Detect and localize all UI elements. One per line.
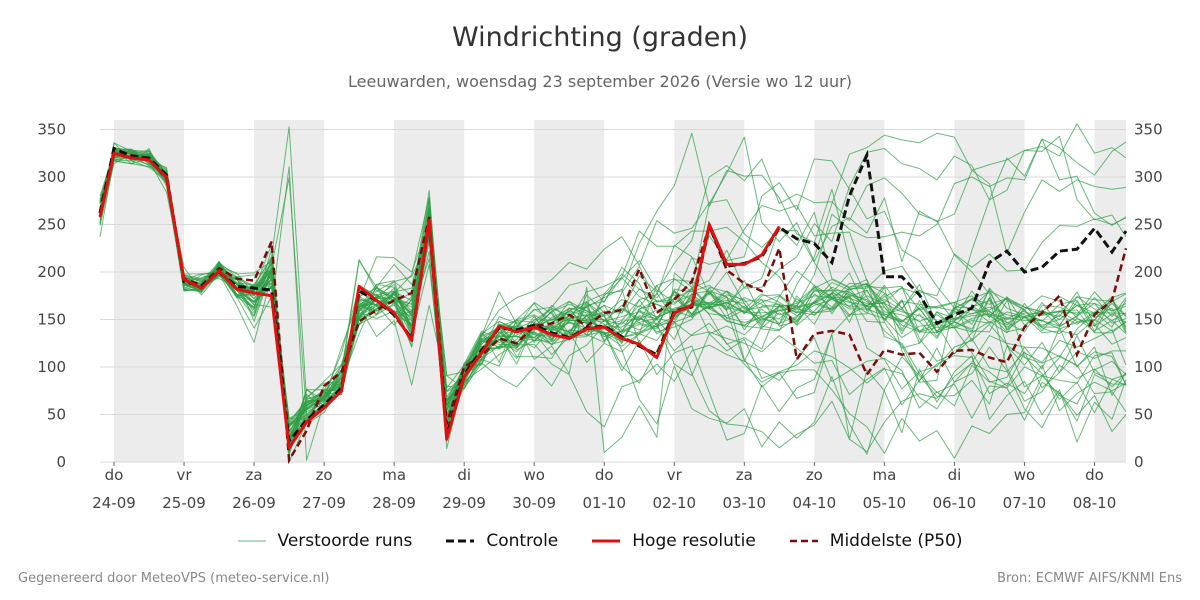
- y-axis-right: 0 50 100 150 200 250 300 350: [1134, 121, 1163, 472]
- weekend-band-0: [114, 120, 185, 462]
- chart-title: Windrichting (graden): [451, 22, 749, 53]
- y-tick-right-350: 350: [1134, 121, 1163, 139]
- x-tick-date-4: 28-09: [372, 494, 416, 512]
- ensemble-member-line-13: [99, 152, 1127, 454]
- x-tick-day-11: ma: [872, 466, 896, 484]
- x-tick-day-3: zo: [316, 466, 333, 484]
- legend-label-hires: Hoge resolutie: [632, 531, 756, 551]
- ensemble-member-line-39: [99, 155, 1127, 436]
- main-lines: [98, 146, 1128, 465]
- ensemble-member-line-0: [99, 136, 1127, 453]
- x-tick-day-4: ma: [382, 466, 406, 484]
- x-tick-day-8: vr: [667, 466, 683, 484]
- ensemble-member-line-28: [99, 148, 1127, 437]
- x-tick-date-14: 08-10: [1073, 494, 1117, 512]
- legend-item-median: Middelste (P50): [789, 531, 963, 551]
- x-tick-date-2: 26-09: [232, 494, 276, 512]
- hires-line: [98, 151, 781, 450]
- x-tick-day-7: do: [595, 466, 614, 484]
- x-tick-date-7: 01-10: [582, 494, 626, 512]
- x-tick-day-10: zo: [806, 466, 823, 484]
- y-tick-right-150: 150: [1134, 311, 1163, 329]
- ensemble-member-line-1: [99, 153, 1127, 456]
- x-tick-date-3: 27-09: [302, 494, 346, 512]
- y-tick-left-50: 50: [47, 406, 66, 424]
- y-tick-left-100: 100: [37, 358, 66, 376]
- legend-item-control: Controle: [446, 531, 558, 551]
- y-tick-left-300: 300: [37, 168, 66, 186]
- legend-swatch-hires: [592, 539, 621, 543]
- legend-swatch-members: [237, 540, 266, 542]
- x-tick-day-9: za: [736, 466, 753, 484]
- chart-subtitle: Leeuwarden, woensdag 23 september 2026 (…: [348, 72, 852, 91]
- x-tick-date-9: 03-10: [723, 494, 767, 512]
- legend-swatch-median: [789, 539, 818, 543]
- y-tick-left-150: 150: [37, 311, 66, 329]
- x-tick-date-5: 29-09: [442, 494, 486, 512]
- x-axis: do 24-09 vr 25-09 za 26-09 zo 27-09 ma 28-09 di 29-…: [92, 462, 1116, 512]
- legend-label-control: Controle: [486, 531, 559, 551]
- y-tick-right-100: 100: [1134, 358, 1163, 376]
- x-tick-day-13: wo: [1014, 466, 1035, 484]
- x-tick-day-12: di: [948, 466, 962, 484]
- y-tick-left-350: 350: [37, 121, 66, 139]
- y-tick-right-0: 0: [1134, 453, 1144, 471]
- y-tick-right-300: 300: [1134, 168, 1163, 186]
- x-tick-date-8: 02-10: [652, 494, 696, 512]
- ensemble-member-line-20: [99, 152, 1127, 440]
- weekend-band-7: [1094, 120, 1126, 462]
- ensemble-member-line-34: [99, 148, 1127, 429]
- legend-item-members: Verstoorde runs: [237, 531, 413, 551]
- control-line: [98, 146, 1128, 445]
- x-tick-day-1: vr: [177, 466, 193, 484]
- x-tick-date-0: 24-09: [92, 494, 136, 512]
- legend-item-hires: Hoge resolutie: [592, 531, 756, 551]
- y-axis-left: 0 50 100 150 200 250 300 350: [37, 121, 66, 472]
- legend-swatch-control: [446, 539, 475, 543]
- y-tick-left-250: 250: [37, 216, 66, 234]
- x-tick-date-11: 05-10: [863, 494, 907, 512]
- x-tick-day-5: di: [457, 466, 471, 484]
- legend: Verstoorde runs Controle Hoge resolutie …: [0, 528, 1200, 554]
- x-tick-date-6: 30-09: [512, 494, 556, 512]
- x-tick-day-2: za: [246, 466, 263, 484]
- ensemble-member-line-7: [99, 138, 1127, 461]
- median-line: [98, 152, 1128, 465]
- x-tick-day-14: do: [1085, 466, 1104, 484]
- legend-label-median: Middelste (P50): [829, 531, 963, 551]
- x-tick-day-6: wo: [523, 466, 544, 484]
- x-tick-date-10: 04-10: [793, 494, 837, 512]
- x-tick-date-1: 25-09: [162, 494, 206, 512]
- weekend-band-3: [534, 120, 605, 462]
- legend-label-members: Verstoorde runs: [277, 531, 413, 551]
- y-tick-left-0: 0: [56, 453, 66, 471]
- y-tick-right-200: 200: [1134, 263, 1163, 281]
- x-tick-date-12: 06-10: [933, 494, 977, 512]
- y-tick-left-200: 200: [37, 263, 66, 281]
- y-tick-right-50: 50: [1134, 406, 1153, 424]
- ensemble-member-line-38: [99, 148, 1127, 446]
- x-tick-day-0: do: [105, 466, 124, 484]
- footer-source: Bron: ECMWF AIFS/KNMI Ens: [997, 571, 1182, 586]
- ensemble-member-line-35: [99, 150, 1127, 429]
- ensemble-member-line-37: [99, 150, 1127, 448]
- footer-generated-by: Gegenereerd door MeteoVPS (meteo-service…: [18, 571, 330, 586]
- y-tick-right-250: 250: [1134, 216, 1163, 234]
- x-tick-date-13: 07-10: [1003, 494, 1047, 512]
